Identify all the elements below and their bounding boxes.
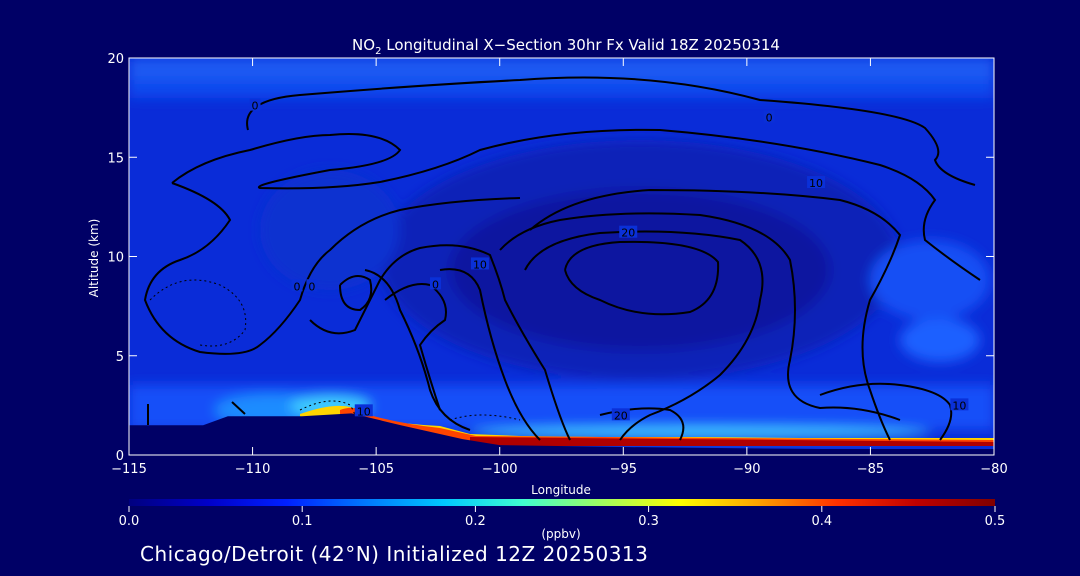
colorbar-tick-label: 0.5 [985,514,1006,529]
x-tick-label: −110 [235,462,271,477]
x-tick-label: −100 [482,462,518,477]
contour-label-bg [807,176,826,189]
footer-caption: Chicago/Detroit (42°N) Initialized 12Z 2… [140,542,649,566]
contour-label-bg [429,277,441,290]
contour-label: 10 [357,405,371,418]
contour-label: 10 [809,177,823,190]
y-axis: 0 5 10 15 20 [107,52,994,464]
colorbar-ticks: 0.0 0.1 0.2 0.3 0.4 0.5 [119,506,1006,529]
colorbar-tick-label: 0.0 [119,514,140,529]
chart-title: NO2 Longitudinal X−Section 30hr Fx Valid… [352,36,780,57]
x-axis-label: Longitude [531,483,591,497]
contour-label-bg [354,404,373,417]
dotted-contours [149,279,521,426]
x-tick-label: −115 [111,462,147,477]
contour-label: 0 [308,280,315,293]
y-tick-label: 0 [116,449,124,464]
x-tick-label: −90 [733,462,760,477]
contour-label-bg [470,257,489,270]
contour-label-bg [291,279,303,292]
x-tick-label: −85 [857,462,884,477]
contour-label: 10 [952,399,966,412]
peak-concentration-band [470,437,994,446]
x-tick-label: −95 [610,462,637,477]
contour-label: 10 [473,258,487,271]
high-concentration-band [300,405,994,445]
contour-label: 0 [294,280,301,293]
contour-label-bg [763,110,775,123]
colorbar-tick-label: 0.4 [811,514,832,529]
x-tick-label: −105 [358,462,394,477]
y-axis-label: Altitude (km) [87,219,101,298]
contour-label: 20 [621,227,635,240]
contour-label-bg [611,408,630,421]
concentration-field [129,58,994,439]
colorbar-tick-label: 0.2 [465,514,486,529]
contour-label: 20 [614,409,628,422]
y-tick-label: 10 [107,251,124,266]
contour-label: 0 [766,112,773,125]
contour-label-bg [950,398,969,411]
contour-label: 0 [252,100,259,113]
contour-label-bg [249,98,261,111]
terrain [129,413,994,455]
y-tick-label: 5 [116,350,124,365]
x-tick-label: −80 [980,462,1007,477]
contour-label: 0 [432,278,439,291]
contour-label-bg [306,279,318,292]
y-tick-label: 20 [107,52,124,67]
colorbar-tick-label: 0.3 [638,514,659,529]
contour-label-bg [619,225,638,238]
colorbar-tick-label: 0.1 [292,514,313,529]
x-axis: −115 −110 −105 −100 −95 −90 −85 −80 [111,58,1008,477]
colorbar-label: (ppbv) [541,527,580,541]
colorbar [129,499,995,506]
y-tick-label: 15 [107,151,124,166]
contour-lines [143,76,981,441]
